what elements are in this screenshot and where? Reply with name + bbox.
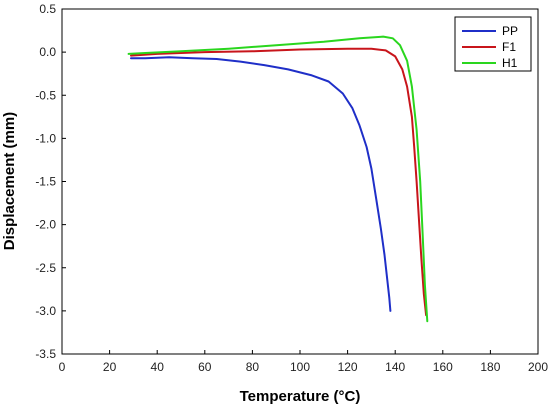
x-tick-label: 200 xyxy=(528,360,548,374)
y-tick-label: -2.5 xyxy=(35,261,56,275)
legend-items: PP F1 H1 xyxy=(462,24,518,70)
series-layer xyxy=(127,35,429,323)
y-tick-label: -1.5 xyxy=(35,175,56,189)
ticks-layer: 0 20 40 60 80 100 120 140 160 180 200 0.5 0.0 -0.5 -1.… xyxy=(35,2,548,374)
x-tick-label: 80 xyxy=(246,360,260,374)
y-tick-label: -0.5 xyxy=(35,88,56,102)
x-axis-title: Temperature (°C) xyxy=(240,388,361,405)
x-tick-label: 140 xyxy=(385,360,405,374)
y-tick-label: 0.5 xyxy=(39,2,56,16)
legend: PP F1 H1 xyxy=(454,16,532,72)
y-axis-title: Displacement (mm) xyxy=(1,112,18,250)
x-tick-label: 0 xyxy=(59,360,66,374)
legend-label-pp: PP xyxy=(502,24,518,38)
x-tick-label: 60 xyxy=(198,360,212,374)
x-tick-label: 120 xyxy=(338,360,358,374)
legend-label-h1: H1 xyxy=(502,56,518,70)
y-tick-label: -2.0 xyxy=(35,218,56,232)
y-tick-label: -1.0 xyxy=(35,131,56,145)
x-tick-label: 40 xyxy=(151,360,165,374)
series-line-pp xyxy=(130,56,392,312)
x-tick-label: 100 xyxy=(290,360,310,374)
y-tick-label: -3.5 xyxy=(35,347,56,361)
series-line-h1 xyxy=(127,35,429,323)
y-tick-label: 0.0 xyxy=(39,45,56,59)
y-tick-label: -3.0 xyxy=(35,304,56,318)
x-tick-label: 160 xyxy=(433,360,453,374)
x-tick-label: 180 xyxy=(480,360,500,374)
x-tick-label: 20 xyxy=(103,360,117,374)
series-line-f1 xyxy=(130,47,428,317)
legend-label-f1: F1 xyxy=(502,40,516,54)
